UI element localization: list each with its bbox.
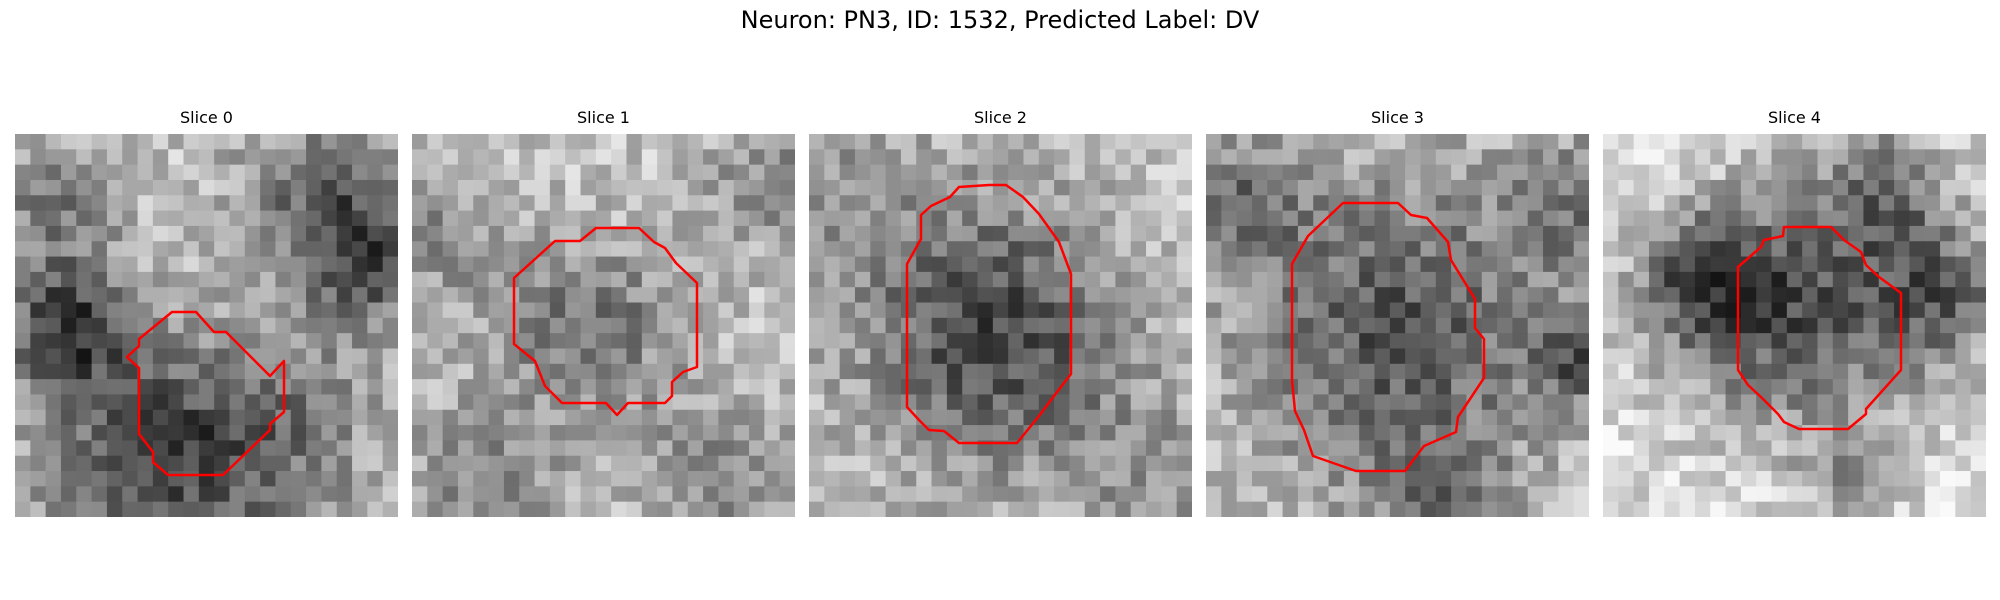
slice-panel-4: Slice 4 [1603,108,1986,518]
roi-contour-0 [125,310,286,477]
slice-panel-2: Slice 2 [809,108,1192,518]
slice-image-1 [412,134,795,517]
roi-contour-4 [1736,225,1903,431]
slice-pixels-1 [412,134,795,517]
slice-title-3: Slice 3 [1371,108,1424,127]
slice-title-4: Slice 4 [1768,108,1821,127]
slice-panel-0: Slice 0 [15,108,398,518]
slice-panel-1: Slice 1 [412,108,795,518]
slice-title-0: Slice 0 [180,108,233,127]
slice-image-2 [809,134,1192,517]
slice-image-3 [1206,134,1589,517]
slice-pixels-4 [1603,134,1986,517]
slice-pixels-0 [15,134,398,517]
slice-title-2: Slice 2 [974,108,1027,127]
roi-contour-2 [905,183,1073,445]
slice-title-1: Slice 1 [577,108,630,127]
slice-image-0 [15,134,398,517]
slice-pixels-3 [1206,134,1589,517]
roi-contour-3 [1290,201,1486,473]
slice-panel-3: Slice 3 [1206,108,1589,518]
slice-image-4 [1603,134,1986,517]
slice-pixels-2 [809,134,1192,517]
figure-title: Neuron: PN3, ID: 1532, Predicted Label: … [740,6,1260,34]
roi-contour-1 [512,226,699,417]
